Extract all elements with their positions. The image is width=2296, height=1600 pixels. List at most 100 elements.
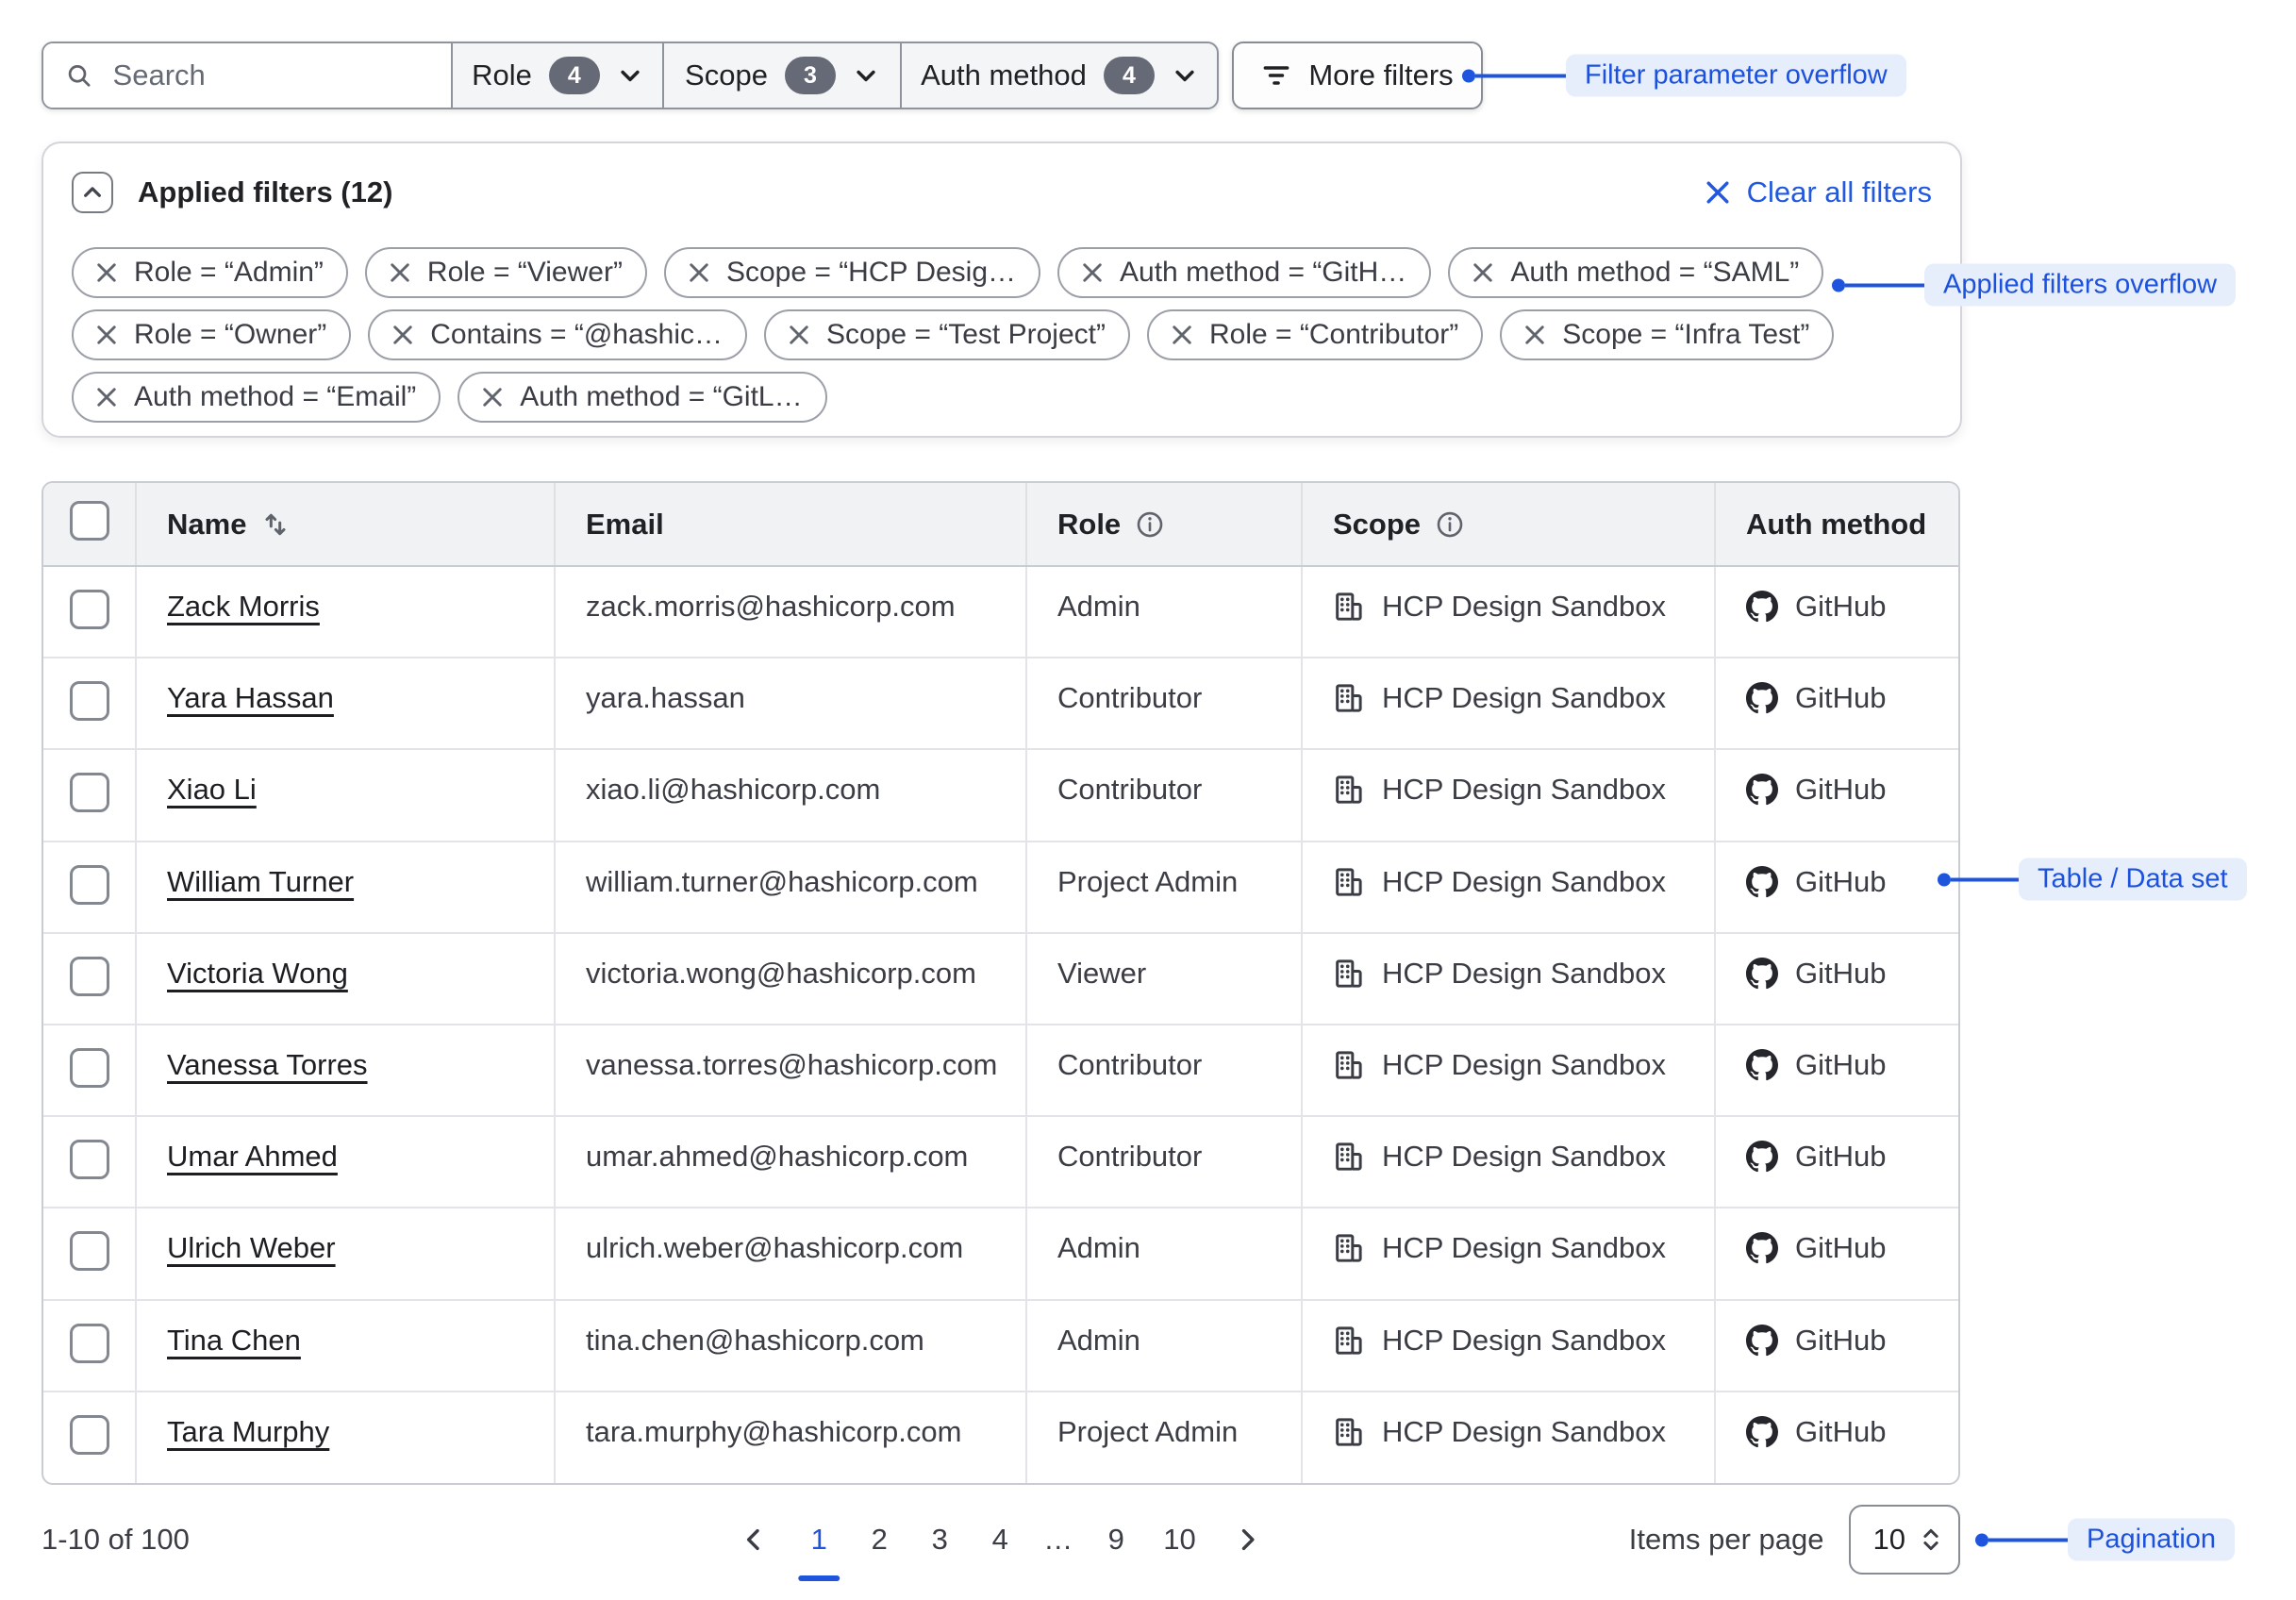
user-name-link[interactable]: Tara Murphy bbox=[167, 1414, 330, 1448]
more-filters-button[interactable]: More filters bbox=[1232, 42, 1483, 109]
scope-value: HCP Design Sandbox bbox=[1333, 1048, 1684, 1082]
user-name-link[interactable]: Yara Hassan bbox=[167, 681, 334, 715]
cell-select bbox=[43, 1024, 137, 1118]
filter-chip[interactable]: Auth method = “Email” bbox=[72, 372, 441, 423]
auth-method-label: GitHub bbox=[1795, 773, 1887, 807]
table-row: William Turner william.turner@hashicorp.c… bbox=[43, 841, 1958, 934]
organization-icon bbox=[1336, 959, 1362, 988]
user-name-link[interactable]: Umar Ahmed bbox=[167, 1140, 338, 1174]
info-icon[interactable] bbox=[1136, 510, 1164, 539]
scope-label: HCP Design Sandbox bbox=[1382, 773, 1666, 807]
page-button-4[interactable]: 4 bbox=[979, 1515, 1021, 1564]
chevron-up-icon bbox=[84, 187, 101, 197]
select-all-checkbox[interactable] bbox=[69, 500, 109, 541]
items-per-page-select[interactable]: 10 bbox=[1848, 1505, 1960, 1575]
user-name-link[interactable]: Zack Morris bbox=[167, 590, 320, 623]
remove-filter-icon bbox=[1083, 263, 1102, 282]
user-name-link[interactable]: William Turner bbox=[167, 864, 355, 898]
github-icon bbox=[1746, 865, 1778, 897]
filter-chip[interactable]: Role = “Admin” bbox=[72, 247, 348, 298]
filter-chip-label: Scope = “HCP Desig… bbox=[725, 257, 1017, 288]
auth-method-label: GitHub bbox=[1795, 956, 1887, 990]
filter-chip-label: Scope = “Test Project” bbox=[826, 319, 1106, 350]
cell-auth-method: GitHub bbox=[1715, 1208, 1958, 1301]
user-name-link[interactable]: Vanessa Torres bbox=[167, 1047, 368, 1081]
page-button-3[interactable]: 3 bbox=[919, 1515, 960, 1564]
cell-role: Project Admin bbox=[1026, 1391, 1303, 1483]
items-per-page-label: Items per page bbox=[1628, 1523, 1824, 1556]
auth-method-label: GitHub bbox=[1795, 1231, 1887, 1265]
more-filters-label: More filters bbox=[1308, 58, 1454, 92]
table-row: Victoria Wong victoria.wong@hashicorp.com… bbox=[43, 932, 1958, 1025]
filter-chip[interactable]: Role = “Viewer” bbox=[364, 247, 647, 298]
user-name-link[interactable]: Xiao Li bbox=[167, 773, 257, 807]
table-row: Yara Hassan yara.hassan Contributor HCP Des… bbox=[43, 658, 1958, 751]
previous-page-button[interactable] bbox=[728, 1518, 779, 1561]
filter-chip-label: Auth method = “Email” bbox=[134, 381, 417, 412]
info-icon[interactable] bbox=[1436, 510, 1464, 539]
page-button-9[interactable]: 9 bbox=[1095, 1515, 1137, 1564]
cell-auth-method: GitHub bbox=[1715, 1024, 1958, 1118]
annotation-label: Applied filters overflow bbox=[1924, 263, 2237, 307]
annotation-dataset: Table / Data set bbox=[1938, 858, 2247, 901]
filter-chip[interactable]: Scope = “Test Project” bbox=[764, 309, 1130, 360]
filter-chip[interactable]: Role = “Owner” bbox=[72, 309, 352, 360]
items-per-page-value: 10 bbox=[1872, 1523, 1905, 1556]
sort-icon[interactable] bbox=[261, 510, 290, 539]
row-checkbox[interactable] bbox=[69, 1140, 109, 1180]
user-name-link[interactable]: Victoria Wong bbox=[167, 956, 348, 990]
collapse-filters-button[interactable] bbox=[72, 172, 113, 213]
search-input[interactable] bbox=[108, 57, 428, 94]
page-button-1[interactable]: 1 bbox=[798, 1515, 840, 1564]
clear-all-filters-button[interactable]: Clear all filters bbox=[1705, 175, 1932, 209]
row-checkbox[interactable] bbox=[69, 1047, 109, 1088]
filter-dropdown-scope[interactable]: Scope 3 bbox=[662, 43, 900, 108]
annotation-line bbox=[1988, 1538, 2068, 1542]
cell-scope: HCP Design Sandbox bbox=[1302, 566, 1716, 659]
auth-method-value: GitHub bbox=[1746, 590, 1932, 624]
column-header-auth-method: Auth method bbox=[1715, 483, 1958, 567]
scope-value: HCP Design Sandbox bbox=[1333, 865, 1684, 899]
row-checkbox[interactable] bbox=[69, 956, 109, 996]
filter-chip[interactable]: Auth method = “SAML” bbox=[1448, 247, 1824, 298]
row-checkbox[interactable] bbox=[69, 864, 109, 905]
organization-icon bbox=[1336, 1325, 1362, 1355]
row-checkbox[interactable] bbox=[69, 773, 109, 813]
cell-email: victoria.wong@hashicorp.com bbox=[555, 932, 1027, 1025]
cell-scope: HCP Design Sandbox bbox=[1302, 1208, 1716, 1301]
column-header-role-label: Role bbox=[1057, 507, 1122, 541]
auth-method-label: GitHub bbox=[1795, 1140, 1887, 1174]
github-icon bbox=[1746, 682, 1778, 714]
row-checkbox[interactable] bbox=[69, 590, 109, 629]
filter-chip[interactable]: Contains = “@hashic… bbox=[368, 309, 747, 360]
filter-chip[interactable]: Scope = “HCP Desig… bbox=[663, 247, 1041, 298]
scope-value: HCP Design Sandbox bbox=[1333, 1415, 1684, 1449]
row-checkbox[interactable] bbox=[69, 1414, 109, 1455]
scope-label: HCP Design Sandbox bbox=[1382, 1231, 1666, 1265]
filter-chip[interactable]: Scope = “Infra Test” bbox=[1500, 309, 1835, 360]
filter-chip[interactable]: Auth method = “GitH… bbox=[1057, 247, 1432, 298]
row-checkbox[interactable] bbox=[69, 1323, 109, 1363]
cell-scope: HCP Design Sandbox bbox=[1302, 1299, 1716, 1392]
row-checkbox[interactable] bbox=[69, 1231, 109, 1272]
page-button-2[interactable]: 2 bbox=[858, 1515, 900, 1564]
filter-dropdown-auth-method[interactable]: Auth method 4 bbox=[900, 43, 1217, 108]
user-name-link[interactable]: Tina Chen bbox=[167, 1323, 301, 1357]
row-checkbox[interactable] bbox=[69, 681, 109, 722]
user-name-link[interactable]: Ulrich Weber bbox=[167, 1231, 336, 1265]
annotation-label: Table / Data set bbox=[2019, 858, 2247, 901]
filter-chip[interactable]: Auth method = “GitL… bbox=[458, 372, 827, 423]
organization-icon bbox=[1336, 1418, 1362, 1446]
filter-chip[interactable]: Role = “Contributor” bbox=[1146, 309, 1484, 360]
annotation-dot bbox=[1462, 69, 1475, 82]
page-button-10[interactable]: 10 bbox=[1156, 1515, 1203, 1564]
search-icon bbox=[68, 64, 91, 87]
clear-all-filters-label: Clear all filters bbox=[1746, 175, 1932, 208]
cell-name: Yara Hassan bbox=[136, 658, 556, 751]
chevron-down-icon bbox=[857, 70, 875, 82]
remove-filter-icon bbox=[97, 263, 116, 282]
filter-dropdown-role[interactable]: Role 4 bbox=[451, 43, 662, 108]
next-page-button[interactable] bbox=[1223, 1518, 1273, 1561]
cell-role: Contributor bbox=[1026, 1024, 1303, 1118]
cell-email: yara.hassan bbox=[555, 658, 1027, 751]
